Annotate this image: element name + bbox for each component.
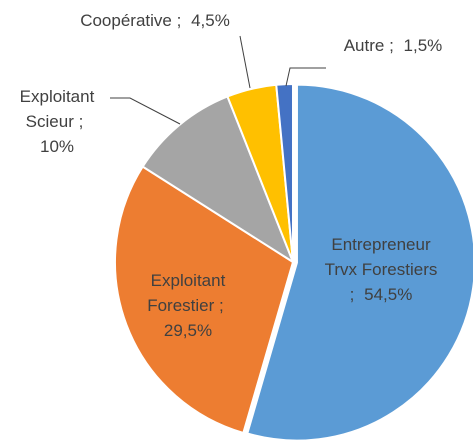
slice-label: Autre ; 1,5% bbox=[328, 33, 458, 58]
pie-slice bbox=[141, 95, 296, 265]
label-part: 10% bbox=[39, 137, 75, 156]
label-part: ; bbox=[176, 11, 182, 30]
leader-line bbox=[285, 67, 326, 87]
pie-slice bbox=[246, 83, 473, 442]
label-part: ; bbox=[219, 296, 224, 315]
label-part: Exploitant Scieur bbox=[19, 87, 95, 131]
slices bbox=[114, 82, 473, 442]
slice-label: Exploitant Scieur ; 10% bbox=[7, 84, 107, 159]
label-part: 4,5% bbox=[191, 11, 230, 30]
label-part: Exploitant Forestier bbox=[147, 271, 226, 315]
leader-line bbox=[110, 97, 181, 125]
slice-label: Entrepreneur Trvx Forestiers ; 54,5% bbox=[318, 232, 444, 307]
pie-slice bbox=[114, 165, 295, 435]
label-part: 29,5% bbox=[163, 321, 213, 340]
slice-label: Coopérative ; 4,5% bbox=[55, 8, 255, 33]
label-part: Entrepreneur Trvx Forestiers bbox=[324, 235, 438, 279]
label-part: Coopérative bbox=[80, 11, 172, 30]
label-part: 1,5% bbox=[403, 36, 443, 55]
label-part: ; bbox=[78, 112, 84, 131]
slice-label: Exploitant Forestier ; 29,5% bbox=[138, 268, 238, 343]
pie-slice bbox=[275, 82, 294, 263]
label-part: Autre bbox=[343, 36, 385, 55]
leader-line bbox=[239, 35, 251, 89]
label-part: 54,5% bbox=[364, 285, 413, 304]
label-part: ; bbox=[389, 36, 394, 55]
label-part: ; bbox=[349, 285, 355, 304]
